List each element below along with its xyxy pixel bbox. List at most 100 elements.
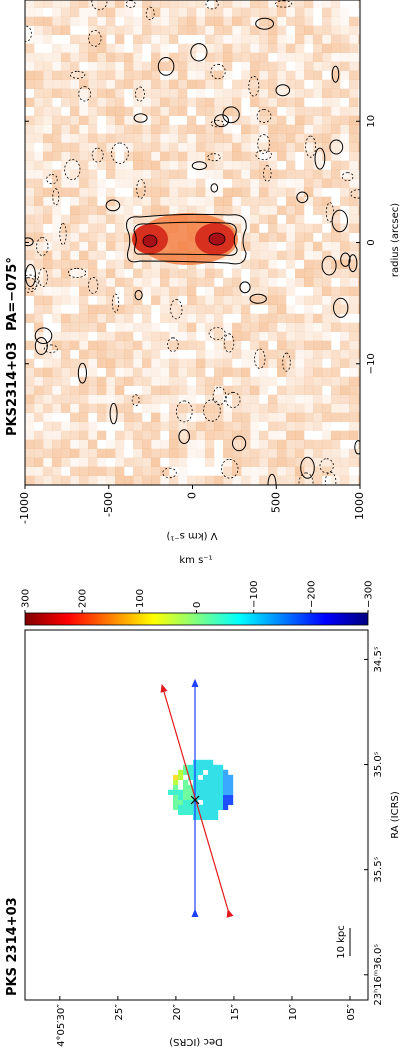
noise-pixel [34, 124, 44, 134]
noise-pixel [304, 457, 314, 467]
noise-pixel [223, 412, 233, 422]
noise-pixel [277, 151, 287, 161]
velocity-pixel [208, 784, 214, 790]
noise-contour [190, 43, 208, 62]
noise-pixel [331, 97, 341, 107]
noise-pixel [349, 115, 359, 125]
noise-pixel [79, 0, 89, 8]
noise-pixel [223, 133, 233, 143]
noise-pixel [295, 88, 305, 98]
noise-pixel [358, 178, 360, 188]
noise-pixel [322, 232, 332, 242]
noise-pixel [115, 61, 125, 71]
noise-pixel [79, 115, 89, 125]
noise-pixel [205, 430, 215, 440]
noise-pixel [106, 331, 116, 341]
noise-pixel [358, 385, 360, 395]
noise-pixel [70, 52, 80, 62]
noise-pixel [151, 178, 161, 188]
velocity-pixel [208, 794, 214, 800]
noise-pixel [313, 241, 323, 251]
noise-pixel [313, 34, 323, 44]
noise-pixel [43, 412, 53, 422]
noise-pixel [295, 115, 305, 125]
noise-pixel [331, 322, 341, 332]
noise-pixel [43, 115, 53, 125]
noise-pixel [259, 34, 269, 44]
noise-pixel [52, 286, 62, 296]
noise-pixel [331, 430, 341, 440]
noise-pixel [304, 169, 314, 179]
noise-pixel [196, 313, 206, 323]
noise-pixel [250, 322, 260, 332]
y-tick-label: 20″ [172, 1004, 183, 1021]
velocity-pixel [213, 789, 219, 795]
noise-pixel [115, 304, 125, 314]
noise-pixel [358, 16, 360, 26]
noise-pixel [151, 295, 161, 305]
noise-pixel [88, 61, 98, 71]
noise-pixel [223, 160, 233, 170]
noise-pixel [223, 205, 233, 215]
noise-pixel [187, 475, 197, 485]
noise-pixel [358, 304, 360, 314]
noise-pixel [52, 232, 62, 242]
noise-pixel [268, 0, 278, 8]
noise-pixel [232, 25, 242, 35]
noise-pixel [43, 295, 53, 305]
noise-pixel [115, 457, 125, 467]
noise-pixel [142, 403, 152, 413]
noise-pixel [286, 16, 296, 26]
noise-pixel [340, 277, 350, 287]
noise-pixel [277, 385, 287, 395]
noise-pixel [25, 448, 35, 458]
noise-pixel [205, 142, 215, 152]
noise-pixel [196, 79, 206, 89]
velocity-pixel [173, 799, 179, 805]
noise-pixel [295, 358, 305, 368]
noise-pixel [151, 88, 161, 98]
noise-pixel [331, 448, 341, 458]
noise-pixel [250, 241, 260, 251]
noise-pixel [52, 367, 62, 377]
noise-pixel [286, 151, 296, 161]
noise-pixel [115, 250, 125, 260]
noise-pixel [259, 214, 269, 224]
noise-pixel [259, 133, 269, 143]
noise-pixel [322, 250, 332, 260]
noise-pixel [79, 340, 89, 350]
pv-image [25, 0, 360, 485]
noise-pixel [106, 43, 116, 53]
noise-pixel [43, 304, 53, 314]
noise-pixel [160, 34, 170, 44]
noise-pixel [313, 133, 323, 143]
noise-pixel [79, 232, 89, 242]
noise-pixel [358, 133, 360, 143]
noise-pixel [214, 160, 224, 170]
noise-pixel [286, 448, 296, 458]
noise-pixel [106, 142, 116, 152]
noise-pixel [313, 88, 323, 98]
velocity-pixel [173, 794, 179, 800]
noise-pixel [331, 439, 341, 449]
noise-pixel [52, 385, 62, 395]
noise-pixel [223, 466, 233, 476]
noise-contour [239, 281, 251, 294]
noise-pixel [115, 7, 125, 17]
noise-pixel [169, 151, 179, 161]
noise-pixel [52, 241, 62, 251]
noise-pixel [61, 421, 71, 431]
noise-pixel [295, 421, 305, 431]
noise-pixel [88, 466, 98, 476]
noise-contour [69, 70, 86, 79]
noise-contour [275, 84, 291, 97]
noise-pixel [268, 160, 278, 170]
noise-pixel [70, 16, 80, 26]
noise-pixel [331, 304, 341, 314]
noise-contour [25, 237, 34, 247]
noise-pixel [142, 61, 152, 71]
noise-pixel [70, 295, 80, 305]
noise-pixel [34, 79, 44, 89]
noise-pixel [232, 160, 242, 170]
noise-pixel [124, 430, 134, 440]
